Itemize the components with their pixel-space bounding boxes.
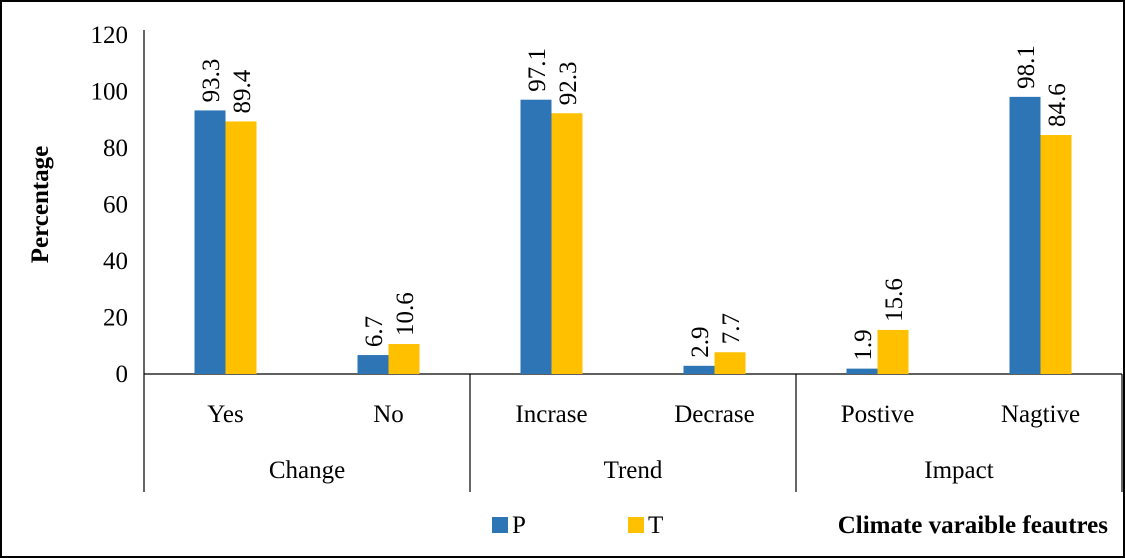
y-axis-title: Percentage — [27, 146, 54, 264]
y-tick-label: 80 — [103, 135, 128, 162]
legend: P T Climate varaible feautres — [492, 512, 1108, 539]
data-label: 7.7 — [718, 313, 745, 344]
bar-P-Yes — [194, 110, 226, 375]
x-category-label: Yes — [207, 401, 243, 428]
legend-swatch-P — [492, 517, 508, 533]
y-tick-label: 0 — [116, 361, 129, 388]
data-label: 89.4 — [229, 69, 256, 113]
data-label: 1.9 — [850, 329, 877, 360]
y-tick-label: 100 — [91, 79, 129, 106]
bars — [194, 96, 1072, 375]
x-category-label: Nagtive — [1001, 401, 1080, 428]
x-category-label: Decrase — [674, 401, 755, 428]
y-tick-label: 40 — [103, 248, 128, 275]
bar-T-Yes — [225, 121, 257, 374]
x-axis-title: Climate varaible feautres — [838, 512, 1109, 539]
data-label: 2.9 — [687, 327, 714, 358]
x-group-label: Trend — [604, 457, 663, 484]
x-group-label: Change — [269, 457, 345, 484]
x-group-label: Impact — [924, 457, 993, 484]
data-label: 15.6 — [881, 278, 908, 322]
y-tick-label: 20 — [103, 305, 128, 332]
data-label: 93.3 — [198, 59, 225, 103]
x-category-label: Postive — [841, 401, 915, 428]
data-label: 84.6 — [1044, 83, 1071, 127]
x-category-label: No — [373, 401, 404, 428]
bar-T-Nagtive — [1040, 135, 1072, 374]
bar-P-No — [357, 355, 389, 374]
data-label: 10.6 — [392, 292, 419, 336]
data-label: 92.3 — [555, 62, 582, 106]
legend-label: T — [648, 512, 663, 539]
x-category-label: Incrase — [515, 401, 587, 428]
bar-P-Incrase — [520, 99, 552, 374]
axes: 0 20 40 60 80 100 120 Percentage Yes No Incrase Dec… — [27, 22, 1123, 492]
bar-P-Decrase — [683, 365, 715, 374]
data-label: 98.1 — [1013, 45, 1040, 89]
data-label: 6.7 — [361, 316, 388, 347]
bar-P-Nagtive — [1009, 96, 1041, 375]
bar-T-Decrase — [714, 352, 746, 374]
data-label: 97.1 — [524, 48, 551, 92]
legend-label: P — [512, 512, 526, 539]
bar-T-Incrase — [551, 113, 583, 374]
bar-T-No — [388, 344, 420, 374]
y-tick-label: 120 — [91, 22, 129, 49]
y-tick-label: 60 — [103, 192, 128, 219]
data-labels: 93.3 6.7 97.1 2.9 1.9 98.1 89.4 10.6 92.3 7.7 15.6… — [198, 45, 1071, 361]
bar-P-Postive — [846, 368, 878, 374]
legend-swatch-T — [628, 517, 644, 533]
bar-T-Postive — [877, 329, 909, 374]
